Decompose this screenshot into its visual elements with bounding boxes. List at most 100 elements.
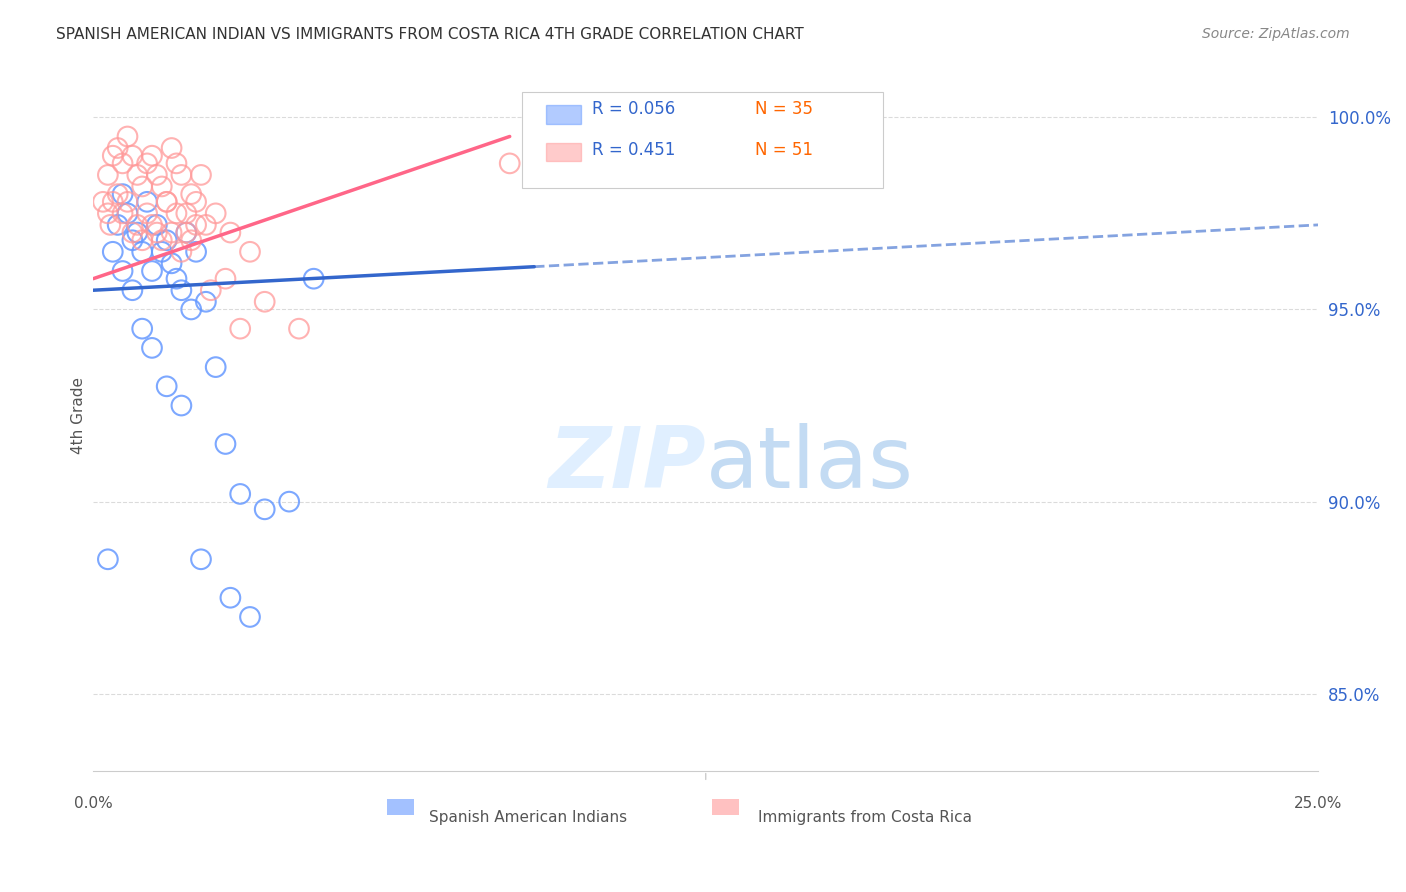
Text: R = 0.056: R = 0.056 bbox=[592, 101, 675, 119]
Point bbox=[111, 206, 134, 220]
Point bbox=[184, 244, 207, 259]
Point bbox=[150, 244, 173, 259]
Text: Source: ZipAtlas.com: Source: ZipAtlas.com bbox=[1202, 27, 1350, 41]
Text: N = 35: N = 35 bbox=[755, 101, 813, 119]
Point bbox=[170, 244, 193, 259]
Point bbox=[150, 179, 173, 194]
Point bbox=[166, 156, 188, 170]
Point bbox=[200, 283, 222, 297]
Point bbox=[180, 302, 202, 317]
Point bbox=[190, 168, 212, 182]
Point bbox=[156, 379, 179, 393]
Point bbox=[184, 218, 207, 232]
Point bbox=[131, 321, 153, 335]
Point bbox=[166, 271, 188, 285]
Point bbox=[117, 129, 139, 144]
Point bbox=[160, 256, 183, 270]
Text: ZIP: ZIP bbox=[548, 424, 706, 507]
Point bbox=[101, 194, 124, 209]
FancyBboxPatch shape bbox=[547, 105, 581, 124]
Point bbox=[302, 271, 325, 285]
Point bbox=[160, 226, 183, 240]
Point bbox=[160, 141, 183, 155]
Point bbox=[101, 149, 124, 163]
Text: N = 51: N = 51 bbox=[755, 141, 813, 159]
Point bbox=[131, 233, 153, 247]
Point bbox=[214, 271, 236, 285]
Point bbox=[170, 168, 193, 182]
Point bbox=[127, 218, 149, 232]
Text: Immigrants from Costa Rica: Immigrants from Costa Rica bbox=[758, 810, 972, 825]
Y-axis label: 4th Grade: 4th Grade bbox=[72, 376, 86, 454]
Point bbox=[239, 244, 262, 259]
FancyBboxPatch shape bbox=[547, 143, 581, 161]
Point bbox=[204, 206, 226, 220]
FancyBboxPatch shape bbox=[711, 799, 738, 814]
Point bbox=[98, 218, 121, 232]
Point bbox=[121, 283, 143, 297]
Point bbox=[190, 552, 212, 566]
Point bbox=[127, 226, 149, 240]
Point bbox=[146, 226, 169, 240]
Point bbox=[499, 156, 522, 170]
Point bbox=[278, 494, 301, 508]
Point bbox=[101, 244, 124, 259]
Point bbox=[253, 294, 276, 309]
FancyBboxPatch shape bbox=[387, 799, 415, 814]
Point bbox=[121, 233, 143, 247]
Point bbox=[117, 206, 139, 220]
Point bbox=[229, 321, 252, 335]
Point bbox=[141, 341, 163, 355]
Point bbox=[107, 141, 129, 155]
Point bbox=[107, 218, 129, 232]
Text: R = 0.451: R = 0.451 bbox=[592, 141, 675, 159]
Text: atlas: atlas bbox=[706, 424, 914, 507]
Point bbox=[146, 168, 169, 182]
Point bbox=[107, 187, 129, 202]
Point bbox=[111, 264, 134, 278]
Point bbox=[141, 149, 163, 163]
Text: Spanish American Indians: Spanish American Indians bbox=[429, 810, 627, 825]
Point bbox=[239, 610, 262, 624]
Point bbox=[166, 206, 188, 220]
Point bbox=[111, 156, 134, 170]
Point bbox=[121, 226, 143, 240]
Point bbox=[214, 437, 236, 451]
Point bbox=[131, 179, 153, 194]
Point bbox=[194, 294, 217, 309]
Point bbox=[136, 194, 159, 209]
Point bbox=[150, 233, 173, 247]
Point bbox=[97, 168, 120, 182]
Point bbox=[253, 502, 276, 516]
Point bbox=[156, 194, 179, 209]
Point bbox=[136, 156, 159, 170]
Point bbox=[174, 226, 197, 240]
Point bbox=[184, 194, 207, 209]
Point bbox=[180, 187, 202, 202]
Point bbox=[288, 321, 311, 335]
Point bbox=[219, 226, 242, 240]
Point bbox=[204, 360, 226, 375]
Point bbox=[174, 226, 197, 240]
Point bbox=[97, 206, 120, 220]
Point bbox=[121, 149, 143, 163]
FancyBboxPatch shape bbox=[522, 92, 883, 187]
Point bbox=[136, 206, 159, 220]
Point bbox=[194, 218, 217, 232]
Point bbox=[97, 552, 120, 566]
Point bbox=[141, 264, 163, 278]
Point bbox=[156, 233, 179, 247]
Text: 0.0%: 0.0% bbox=[73, 796, 112, 811]
Point bbox=[170, 399, 193, 413]
Point bbox=[91, 194, 114, 209]
Text: 25.0%: 25.0% bbox=[1294, 796, 1343, 811]
Point bbox=[131, 244, 153, 259]
Point bbox=[156, 194, 179, 209]
Point bbox=[111, 187, 134, 202]
Point bbox=[127, 168, 149, 182]
Point bbox=[146, 218, 169, 232]
Point bbox=[117, 194, 139, 209]
Point bbox=[174, 206, 197, 220]
Point bbox=[170, 283, 193, 297]
Point bbox=[180, 233, 202, 247]
